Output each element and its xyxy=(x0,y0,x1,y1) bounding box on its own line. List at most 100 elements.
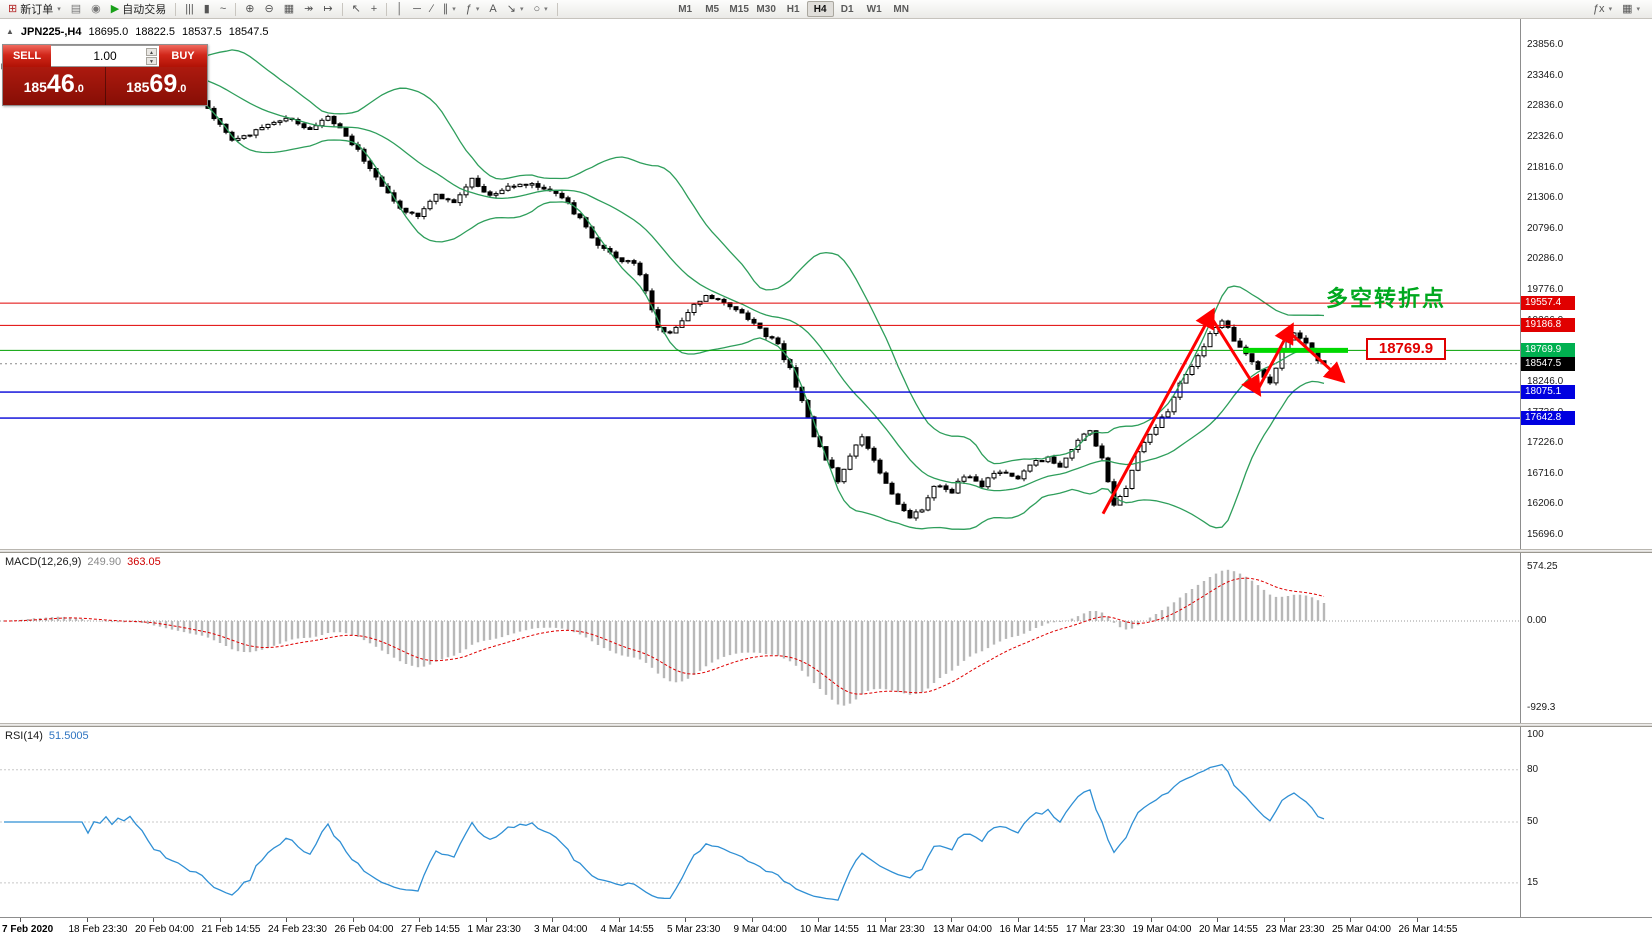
pane-splitter[interactable] xyxy=(0,723,1652,727)
trend-arrow[interactable] xyxy=(1101,307,1215,515)
price-scale-tick: 20796.0 xyxy=(1527,222,1564,234)
templates-glyph: ▦ xyxy=(1622,2,1633,15)
bullbear-annotation: 多空转折点 xyxy=(1326,286,1447,311)
buy-price-suffix: .0 xyxy=(177,83,187,95)
line-chart-icon[interactable]: ~ xyxy=(215,1,231,17)
time-axis[interactable]: 7 Feb 2020 18 Feb 23:30 20 Feb 04:00 21 Feb… xyxy=(0,917,1652,940)
price-level-label: 18769.9 xyxy=(1521,343,1575,358)
time-axis-tick xyxy=(618,918,620,922)
trendline-icon[interactable]: ∕ xyxy=(426,1,438,17)
price-scale[interactable]: 23856.0 23346.0 22836.0 22326.0 21816.0 21306… xyxy=(1520,19,1652,917)
bars-chart-icon[interactable]: ||| xyxy=(180,1,199,17)
price-scale-tick: 22836.0 xyxy=(1527,100,1564,112)
collapse-panel-icon[interactable]: ▲ xyxy=(6,27,14,36)
toolbar-right-group: ƒx ▾ ▦ ▾ xyxy=(1588,1,1645,17)
rsi-name: RSI(14) xyxy=(5,730,43,742)
crosshair-icon[interactable]: + xyxy=(366,1,382,17)
cursor-icon[interactable]: ↖ xyxy=(347,1,366,17)
dropdown-caret-icon: ▾ xyxy=(1636,6,1640,13)
time-axis-label: 23 Mar 23:30 xyxy=(1265,924,1325,935)
time-axis-tick xyxy=(153,918,154,922)
shapes-icon[interactable]: ○ ▾ xyxy=(528,1,552,17)
tile-windows-icon-glyph: ▦ xyxy=(283,2,295,15)
timeframe-w1[interactable]: W1 xyxy=(866,4,882,15)
candlestick-chart-icon[interactable]: ▮ xyxy=(199,1,215,17)
time-axis-tick xyxy=(1150,918,1152,922)
bars-chart-icon-glyph: ||| xyxy=(185,2,194,15)
sell-price-big: 46 xyxy=(46,70,75,98)
fibonacci-icon[interactable]: ƒ ▾ xyxy=(461,1,485,17)
time-axis-label: 24 Feb 23:30 xyxy=(268,924,327,935)
price-scale-tick: 23856.0 xyxy=(1527,39,1564,50)
volume-field[interactable]: 1.00 ▲ ▼ xyxy=(51,45,159,67)
trend-arrow[interactable] xyxy=(1289,332,1346,384)
zoom-in-icon[interactable]: ⊕ xyxy=(240,1,259,17)
time-axis-label: 20 Mar 14:55 xyxy=(1199,924,1258,935)
new-order-button[interactable]: ⊞ 新订单 ▾ xyxy=(3,1,66,17)
trend-arrow[interactable] xyxy=(1210,317,1262,397)
price-scale-tick: 17226.0 xyxy=(1527,437,1564,449)
volume-up-button[interactable]: ▲ xyxy=(146,48,157,56)
rsi-canvas[interactable] xyxy=(0,727,1520,917)
time-axis-tick xyxy=(751,918,753,922)
crosshair-icon-glyph: + xyxy=(370,2,378,15)
timeframe-m30[interactable]: M30 xyxy=(756,4,776,15)
timeframe-m1[interactable]: M1 xyxy=(678,4,693,15)
rsi-value: 51.5005 xyxy=(48,730,89,742)
dropdown-caret-icon: ▾ xyxy=(475,6,480,13)
time-axis-label: 9 Mar 04:00 xyxy=(733,924,787,935)
macd-signal-line xyxy=(4,577,1325,695)
horizontal-line-icon[interactable]: ─ xyxy=(408,1,426,17)
templates-button[interactable]: ▦ ▾ xyxy=(1617,1,1645,17)
price-level-tag[interactable]: 18769.9 xyxy=(1366,338,1446,360)
timeframe-d1[interactable]: D1 xyxy=(840,4,854,15)
autotrading-button[interactable]: ▶ 自动交易 xyxy=(106,1,171,17)
price-level-label: 19557.4 xyxy=(1521,296,1575,311)
trend-arrow[interactable] xyxy=(1256,322,1294,391)
channel-icon[interactable]: ∥ ▾ xyxy=(438,1,461,17)
rsi-label: RSI(14) 51.5005 xyxy=(5,730,89,742)
auto-scroll-icon[interactable]: ↠ xyxy=(299,1,318,17)
buy-price[interactable]: 185 69 .0 xyxy=(106,67,208,105)
price-scale-tick: 20286.0 xyxy=(1527,253,1564,265)
indicator-scale-tick: 574.25 xyxy=(1527,561,1558,572)
price-level-label: 18075.1 xyxy=(1521,385,1575,400)
rsi-line xyxy=(4,763,1325,901)
main-chart-canvas[interactable] xyxy=(0,19,1520,549)
price-scale-tick: 18246.0 xyxy=(1527,375,1564,387)
zoom-out-icon[interactable]: ⊖ xyxy=(260,1,279,17)
chart-shift-icon[interactable]: ↦ xyxy=(318,1,337,17)
time-axis-label: 13 Mar 04:00 xyxy=(933,924,992,935)
alerts-icon[interactable]: ◉ xyxy=(86,1,106,17)
pane-splitter[interactable] xyxy=(0,549,1652,553)
text-label-icon[interactable]: A xyxy=(484,1,501,17)
buy-button[interactable]: BUY xyxy=(159,45,207,67)
macd-main-value: 249.90 xyxy=(87,556,122,568)
shapes-icon-glyph: ○ xyxy=(533,2,541,15)
arrows-tool-icon[interactable]: ↘ ▾ xyxy=(502,1,529,17)
fibonacci-icon-glyph: ƒ xyxy=(465,2,472,15)
timeframe-h4[interactable]: H4 xyxy=(806,1,834,17)
timeframe-m5[interactable]: M5 xyxy=(705,4,720,15)
price-level-label: 18547.5 xyxy=(1521,356,1575,371)
timeframe-h1[interactable]: H1 xyxy=(786,4,800,15)
indicators-button[interactable]: ƒx ▾ xyxy=(1588,1,1617,17)
chart-window-icon[interactable]: ▤ xyxy=(66,1,86,17)
volume-down-button[interactable]: ▼ xyxy=(146,57,157,65)
sell-button[interactable]: SELL xyxy=(3,45,51,67)
tile-windows-icon[interactable]: ▦ xyxy=(279,1,299,17)
line-chart-icon-glyph: ~ xyxy=(219,2,227,15)
ohlc-close: 18547.5 xyxy=(228,25,269,38)
time-axis-label: 27 Feb 14:55 xyxy=(401,924,460,935)
vertical-line-icon[interactable]: │ xyxy=(391,1,408,17)
new-order-button-label: 新订单 xyxy=(20,4,54,16)
channel-icon-glyph: ∥ xyxy=(442,2,449,15)
macd-canvas[interactable] xyxy=(0,553,1520,723)
buy-price-prefix: 185 xyxy=(126,79,150,95)
sell-price[interactable]: 185 46 .0 xyxy=(3,67,106,105)
symbol-ohlc-bar: ▲ JPN225-,H4 18695.0 18822.5 18537.5 185… xyxy=(0,19,300,44)
timeframe-mn[interactable]: MN xyxy=(893,4,909,15)
timeframe-m15[interactable]: M15 xyxy=(729,4,749,15)
indicator-scale-tick: 50 xyxy=(1527,816,1539,827)
time-axis-tick xyxy=(1350,918,1351,922)
